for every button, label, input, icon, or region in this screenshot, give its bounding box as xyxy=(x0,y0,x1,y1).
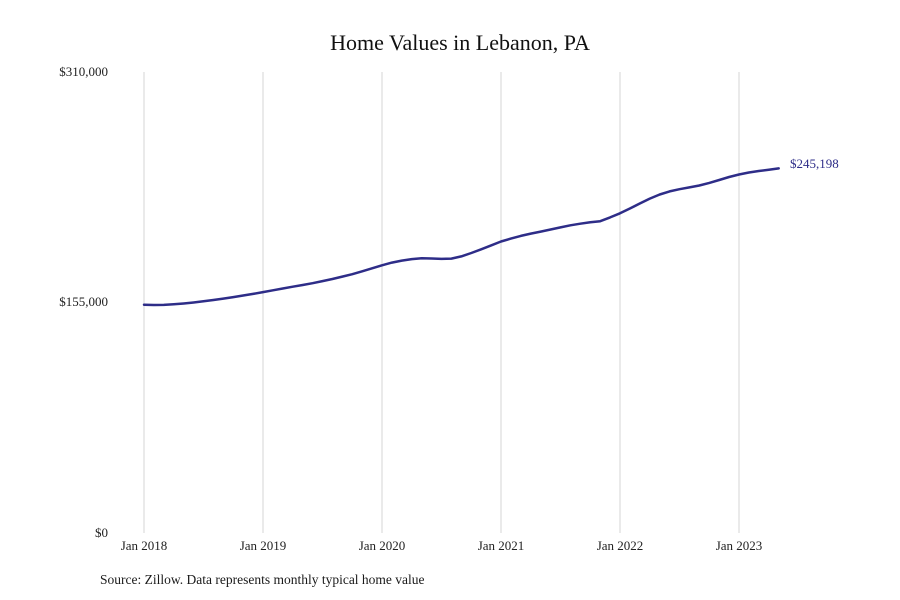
chart-title: Home Values in Lebanon, PA xyxy=(330,30,590,55)
y-axis-tick-label: $155,000 xyxy=(59,294,108,309)
x-axis-tick-label: Jan 2021 xyxy=(477,538,525,553)
x-axis-tick-label: Jan 2020 xyxy=(358,538,406,553)
home-value-line-series xyxy=(142,167,780,307)
x-axis-tick-label: Jan 2019 xyxy=(239,538,287,553)
x-axis-tick-label: Jan 2022 xyxy=(596,538,644,553)
y-axis-tick-label: $310,000 xyxy=(59,64,108,79)
latest-value-label: $245,198 xyxy=(790,156,839,171)
source-note: Source: Zillow. Data represents monthly … xyxy=(100,572,425,587)
x-axis-tick-label: Jan 2018 xyxy=(120,538,168,553)
x-axis-tick-label: Jan 2023 xyxy=(715,538,763,553)
y-axis-tick-label: $0 xyxy=(95,525,108,540)
